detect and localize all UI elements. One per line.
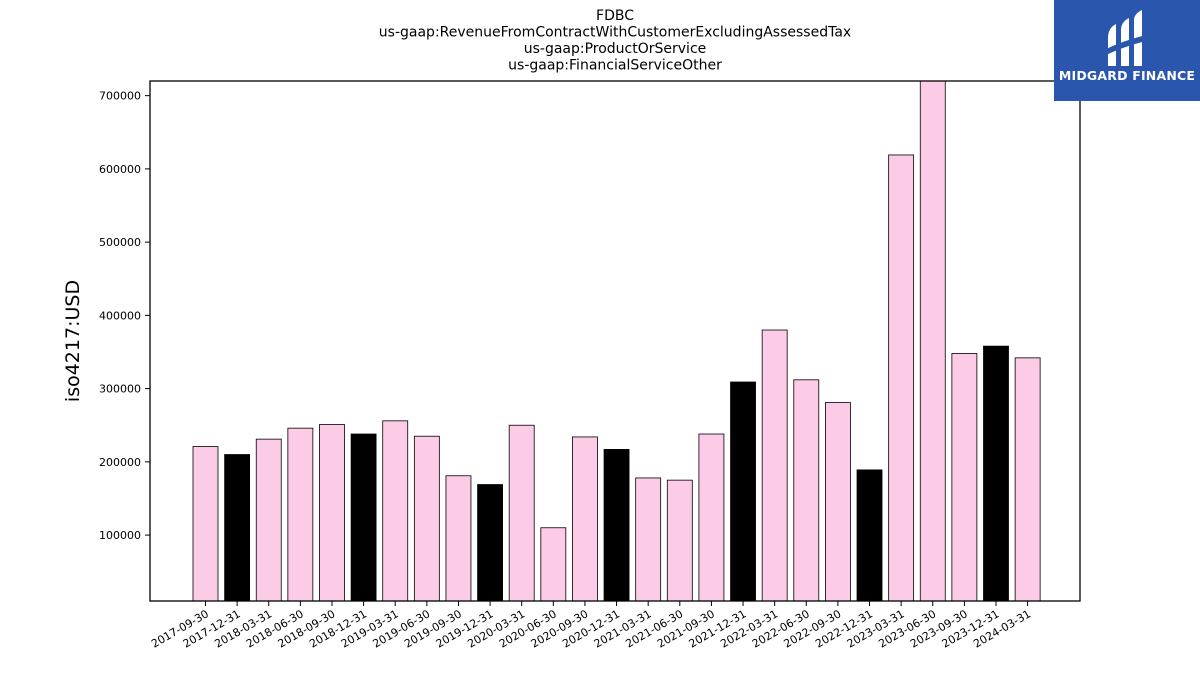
bar-2020-09-30 <box>572 436 598 601</box>
bar-2023-03-31 <box>888 154 915 601</box>
bar-2019-06-30 <box>413 435 440 601</box>
bar-2024-03-31 <box>1014 357 1041 601</box>
bar-2018-03-31 <box>255 438 282 601</box>
y-tick-label: 300000 <box>99 383 141 396</box>
title-line: us-gaap:FinancialServiceOther <box>508 58 722 74</box>
title-line: us-gaap:RevenueFromContractWithCustomerE… <box>379 25 851 41</box>
chart-title: FDBCus-gaap:RevenueFromContractWithCusto… <box>379 8 851 74</box>
bar-2018-06-30 <box>287 427 314 601</box>
bar-2021-03-31 <box>635 477 662 601</box>
midgard-finance-logo: MIDGARD FINANCE <box>1054 0 1200 101</box>
bar-2023-12-31 <box>983 345 1009 601</box>
logo-text: MIDGARD FINANCE <box>1058 68 1196 83</box>
bar-2022-12-31 <box>856 469 883 601</box>
bar-2019-03-31 <box>382 420 409 601</box>
y-tick-label: 100000 <box>99 529 141 542</box>
bar-2020-03-31 <box>508 424 535 601</box>
midgard-logo-icon <box>1104 10 1150 66</box>
bar-2021-06-30 <box>666 479 693 601</box>
bar-2022-06-30 <box>793 379 820 601</box>
bar-2022-09-30 <box>825 402 851 601</box>
bar-2018-12-31 <box>350 433 377 601</box>
bar-2021-09-30 <box>698 433 725 601</box>
title-line: FDBC <box>596 8 634 24</box>
plot-frame <box>149 80 1081 602</box>
bar-2019-09-30 <box>445 475 472 601</box>
bar-2021-12-31 <box>730 381 756 601</box>
bar-2020-06-30 <box>540 527 567 601</box>
bar-2017-09-30 <box>192 446 219 601</box>
y-axis-label: iso4217:USD <box>62 280 84 402</box>
bar-2019-12-31 <box>477 484 503 601</box>
x-axis: 2017-09-302017-12-312018-03-312018-06-30… <box>149 601 1033 651</box>
bar-2022-03-31 <box>761 329 788 601</box>
y-tick-label: 600000 <box>99 163 141 176</box>
title-line: us-gaap:ProductOrService <box>524 41 707 57</box>
bar-2017-12-31 <box>224 454 251 601</box>
bar-2018-09-30 <box>319 424 345 601</box>
bar-2023-09-30 <box>951 353 978 601</box>
y-tick-label: 200000 <box>99 456 141 469</box>
bar-2023-06-30 <box>919 81 946 601</box>
bars <box>192 81 1041 601</box>
y-tick-label: 700000 <box>99 90 141 103</box>
y-tick-label: 400000 <box>99 309 141 322</box>
bar-2020-12-31 <box>603 448 630 601</box>
y-axis: 100000 200000 300000 400000 500000 600000 7000… <box>99 90 150 542</box>
y-tick-label: 500000 <box>99 236 141 249</box>
